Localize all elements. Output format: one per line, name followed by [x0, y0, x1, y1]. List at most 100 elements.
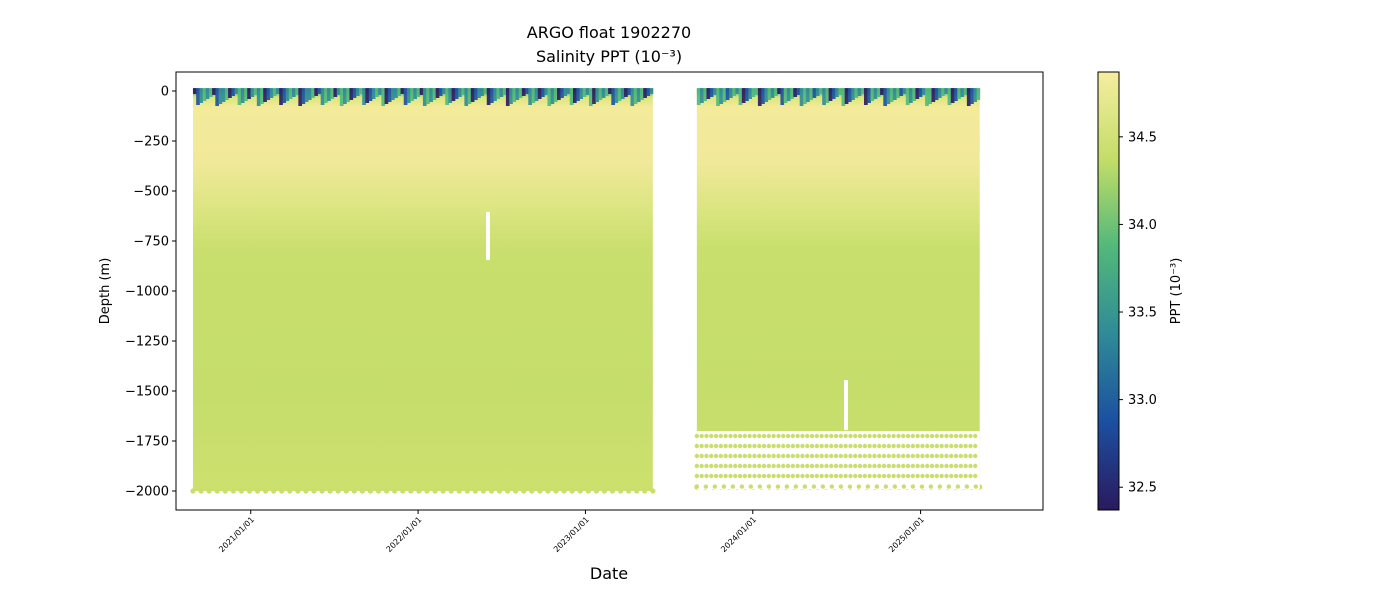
surface-profile-cell — [323, 88, 328, 103]
sparse-level-point — [784, 484, 790, 489]
sparse-level-point — [973, 473, 978, 479]
surface-profile-cell — [269, 88, 274, 98]
profile-bottom-point — [238, 488, 244, 494]
sparse-level-point — [709, 433, 714, 439]
profile-bottom-point — [424, 488, 430, 494]
surface-profile-cell — [461, 88, 465, 95]
sparse-level-point — [874, 484, 880, 489]
profile-bottom-point — [505, 488, 511, 494]
profile-bottom-point — [577, 488, 583, 494]
surface-profile-cell — [368, 88, 373, 101]
sparse-level-point — [802, 484, 808, 489]
sparse-level-point — [881, 463, 887, 469]
surface-profile-cell — [512, 88, 517, 102]
surface-profile-cell — [260, 88, 264, 104]
sparse-level-point — [761, 473, 767, 479]
sparse-level-point — [704, 463, 709, 469]
sparse-level-point — [766, 484, 772, 489]
sparse-level-point — [929, 473, 935, 479]
sparse-level-point — [905, 433, 911, 439]
surface-profile-cell — [617, 88, 622, 101]
surface-profile-cell — [208, 88, 213, 97]
sparse-level-point — [867, 453, 872, 459]
surface-profile-cell — [349, 88, 354, 100]
surface-profile-cell — [646, 88, 651, 96]
surface-profile-cell — [751, 88, 756, 97]
surface-profile-cell — [234, 88, 239, 94]
sparse-level-point — [843, 463, 848, 469]
surface-profile-cell — [438, 88, 443, 96]
sparse-level-point — [910, 484, 916, 489]
profile-bottom-point — [359, 488, 365, 494]
sparse-level-point — [963, 473, 968, 479]
surface-profile-cell — [812, 88, 817, 98]
sparse-level-point — [704, 433, 709, 439]
surface-profile-cell — [374, 88, 379, 97]
sparse-level-point — [958, 443, 964, 449]
sparse-level-point — [877, 473, 882, 479]
sparse-level-point — [843, 433, 848, 439]
sparse-level-point — [905, 453, 911, 459]
sparse-level-point — [752, 463, 757, 469]
sparse-level-point — [712, 484, 718, 489]
surface-profile-cell — [295, 88, 299, 95]
surface-profile-cell — [928, 88, 933, 104]
sparse-level-point — [910, 473, 916, 479]
salinity-section-1 — [192, 89, 653, 491]
sparse-level-point — [886, 463, 892, 469]
sparse-level-point — [944, 433, 949, 439]
colorbar-label: PPT (10⁻³) — [1169, 258, 1184, 325]
surface-profile-cell — [767, 88, 772, 100]
sparse-level-point — [829, 473, 834, 479]
y-tick-label: −1000 — [125, 285, 169, 300]
sparse-level-point — [848, 453, 853, 459]
surface-profile-cell — [199, 88, 204, 103]
surface-profile-cell — [883, 88, 888, 106]
surface-profile-cell — [592, 88, 596, 104]
surface-profile-cell — [400, 88, 405, 94]
sparse-level-point — [757, 484, 763, 489]
sparse-level-point — [766, 463, 772, 469]
sparse-level-point — [781, 453, 786, 459]
sparse-level-point — [752, 433, 757, 439]
sparse-level-point — [877, 453, 882, 459]
sparse-level-point — [953, 473, 959, 479]
surface-profile-cell — [847, 88, 852, 102]
sparse-level-point — [709, 473, 714, 479]
sparse-level-point — [968, 453, 973, 459]
surface-profile-cell — [521, 88, 526, 96]
surface-profile-cell — [566, 88, 571, 94]
profile-bottom-point — [400, 488, 406, 494]
sparse-level-point — [886, 473, 892, 479]
sparse-level-point — [829, 433, 834, 439]
sparse-level-point — [752, 473, 757, 479]
sparse-level-point — [920, 473, 925, 479]
surface-profile-cell — [822, 88, 826, 105]
sparse-level-point — [771, 473, 776, 479]
sparse-level-point — [723, 453, 728, 459]
sparse-level-point — [963, 463, 968, 469]
sparse-level-point — [925, 433, 930, 439]
sparse-level-point — [800, 433, 805, 439]
surface-profile-cell — [925, 88, 929, 106]
sparse-level-point — [703, 484, 709, 489]
sparse-level-point — [973, 484, 979, 489]
sparse-level-point — [901, 463, 906, 469]
sparse-level-point — [790, 433, 796, 439]
surface-profile-cell — [403, 88, 408, 105]
sparse-level-point — [953, 433, 959, 439]
surface-profile-cell — [640, 88, 644, 100]
sparse-level-point — [872, 463, 877, 469]
surface-profile-cell — [777, 88, 781, 94]
sparse-level-point — [886, 433, 892, 439]
sparse-level-point — [694, 484, 700, 489]
sparse-level-point — [757, 463, 762, 469]
surface-profile-cell — [950, 88, 955, 103]
surface-profile-cell — [572, 88, 577, 103]
sparse-level-point — [800, 443, 805, 449]
sparse-level-point — [713, 463, 719, 469]
sparse-level-point — [790, 443, 796, 449]
profile-bottom-point — [383, 488, 390, 494]
sparse-level-point — [838, 433, 844, 439]
profile-bottom-point — [190, 488, 196, 494]
